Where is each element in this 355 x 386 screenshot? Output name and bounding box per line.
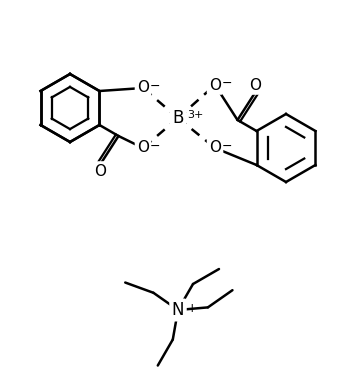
Text: O: O bbox=[250, 78, 262, 93]
Text: O: O bbox=[209, 78, 221, 93]
Text: O: O bbox=[137, 141, 149, 156]
Text: −: − bbox=[222, 140, 233, 153]
Text: −: − bbox=[150, 140, 160, 153]
Text: B: B bbox=[172, 109, 184, 127]
Text: −: − bbox=[222, 77, 233, 90]
Text: N: N bbox=[172, 301, 184, 319]
Text: 3+: 3+ bbox=[187, 110, 203, 120]
Text: O: O bbox=[137, 81, 149, 95]
Text: −: − bbox=[150, 80, 160, 93]
Text: +: + bbox=[187, 302, 198, 315]
Text: O: O bbox=[94, 164, 106, 178]
Text: O: O bbox=[209, 141, 221, 156]
